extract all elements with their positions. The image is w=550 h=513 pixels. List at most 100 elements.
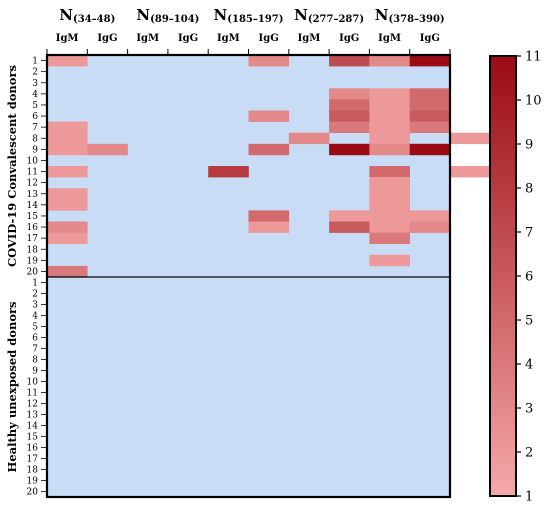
group-label: Healthy unexposed donors bbox=[5, 301, 19, 472]
row-label: 10 bbox=[27, 378, 39, 388]
heatmap-cell bbox=[369, 188, 410, 200]
row-label: 3 bbox=[32, 79, 38, 89]
heatmap-cell bbox=[47, 199, 88, 211]
row-label: 16 bbox=[27, 223, 39, 233]
heatmap-cell bbox=[47, 221, 88, 233]
row-label: 14 bbox=[27, 422, 39, 432]
heatmap-cell bbox=[47, 55, 88, 67]
colorbar-tick-label: 3 bbox=[525, 402, 533, 417]
row-label: 5 bbox=[32, 101, 38, 111]
heatmap-cell bbox=[409, 110, 451, 122]
heatmap-cell bbox=[369, 121, 410, 133]
heatmap-cell bbox=[369, 55, 410, 67]
peptide-label: N(378–390) bbox=[375, 6, 445, 25]
row-label: 7 bbox=[32, 345, 38, 355]
row-label: 4 bbox=[32, 90, 38, 100]
row-label: 8 bbox=[32, 356, 38, 366]
row-label: 17 bbox=[27, 234, 39, 244]
heatmap-cell bbox=[409, 221, 451, 233]
heatmap-cell bbox=[329, 88, 370, 100]
row-label: 12 bbox=[27, 400, 38, 410]
row-label: 9 bbox=[32, 367, 38, 377]
heatmap-cell bbox=[87, 143, 128, 156]
row-label: 10 bbox=[27, 156, 39, 166]
row-label: 6 bbox=[32, 112, 38, 122]
column-header: N(34–48) IgM IgG N(89–104) IgM IgG N(185–197) I… bbox=[46, 6, 451, 55]
group-label: COVID-19 Convalescent donors bbox=[5, 65, 19, 267]
heatmap-cell bbox=[329, 221, 370, 233]
heatmap-cell bbox=[329, 210, 370, 222]
heatmap-cells bbox=[47, 55, 491, 497]
heatmap-cell bbox=[47, 188, 88, 200]
plot-frame bbox=[45, 53, 452, 499]
heatmap-cell bbox=[47, 232, 88, 244]
isotype-label: IgG bbox=[259, 33, 279, 44]
heatmap-cell bbox=[369, 199, 410, 211]
row-label: 17 bbox=[27, 455, 39, 465]
heatmap-cell bbox=[329, 55, 370, 67]
heatmap-cell bbox=[369, 166, 410, 178]
heatmap-cell bbox=[369, 232, 410, 244]
colorbar-tick-label: 6 bbox=[525, 270, 533, 285]
heatmap-cell bbox=[47, 166, 88, 178]
colorbar-tick-label: 4 bbox=[525, 358, 533, 373]
row-label: 19 bbox=[27, 477, 39, 487]
heatmap-cell bbox=[409, 88, 451, 100]
heatmap-cell bbox=[369, 110, 410, 122]
heatmap-cell bbox=[369, 254, 410, 267]
row-label: 15 bbox=[27, 433, 39, 443]
heatmap-cell bbox=[369, 143, 410, 156]
heatmap-cell bbox=[208, 166, 249, 178]
row-label: 11 bbox=[27, 168, 38, 178]
row-label: 20 bbox=[27, 267, 39, 277]
row-label: 3 bbox=[32, 301, 38, 311]
row-label: 20 bbox=[27, 488, 39, 498]
row-label: 2 bbox=[32, 290, 38, 300]
colorbar-tick-label: 10 bbox=[525, 94, 542, 109]
isotype-label: IgG bbox=[97, 33, 117, 44]
row-label: 16 bbox=[27, 444, 39, 454]
colorbar-tick-label: 5 bbox=[525, 314, 533, 329]
peptide-label: N(185–197) bbox=[214, 6, 284, 25]
heatmap-cell bbox=[409, 55, 451, 67]
heatmap-cell bbox=[248, 210, 290, 222]
heatmap-cell bbox=[450, 132, 491, 145]
row-label: 18 bbox=[27, 466, 39, 476]
colorbar-tick-label: 2 bbox=[525, 446, 533, 461]
row-label: 8 bbox=[32, 134, 38, 144]
row-label: 14 bbox=[27, 201, 39, 211]
isotype-label: IgG bbox=[420, 33, 440, 44]
heatmap-cell bbox=[329, 121, 370, 133]
row-label: 5 bbox=[32, 323, 38, 333]
row-label: 13 bbox=[27, 190, 39, 200]
heatmap-cell bbox=[329, 99, 370, 111]
row-label: 13 bbox=[27, 411, 39, 421]
isotype-label: IgG bbox=[178, 33, 198, 44]
heatmap-cell bbox=[369, 221, 410, 233]
heatmap-cell bbox=[329, 110, 370, 122]
colorbar-tick-label: 11 bbox=[525, 50, 542, 65]
heatmap-cell bbox=[369, 177, 410, 189]
isotype-label: IgM bbox=[217, 33, 240, 44]
isotype-label: IgG bbox=[339, 33, 359, 44]
colorbar-tick-label: 9 bbox=[525, 138, 533, 153]
heatmap-cell bbox=[248, 143, 290, 156]
colorbar: 1 2 3 4 5 6 7 8 9 10 11 bbox=[489, 50, 542, 505]
colorbar-tick-label: 7 bbox=[525, 226, 533, 241]
row-label: 6 bbox=[32, 334, 38, 344]
heatmap-cell bbox=[47, 143, 88, 156]
heatmap-cell bbox=[409, 121, 451, 133]
heatmap-cell bbox=[47, 265, 88, 278]
isotype-label: IgM bbox=[378, 33, 401, 44]
heatmap-cell bbox=[248, 221, 290, 233]
group-labels: COVID-19 Convalescent donors Healthy unex… bbox=[5, 65, 19, 473]
row-labels: 1234567891011121314151617181920123456789… bbox=[27, 57, 47, 498]
heatmap-cell bbox=[248, 110, 290, 122]
heatmap-cell bbox=[329, 143, 370, 156]
row-label: 4 bbox=[32, 312, 38, 322]
isotype-label: IgM bbox=[298, 33, 321, 44]
heatmap-cell bbox=[450, 166, 491, 178]
peptide-label: N(34–48) bbox=[59, 6, 115, 25]
colorbar-gradient bbox=[489, 55, 517, 497]
